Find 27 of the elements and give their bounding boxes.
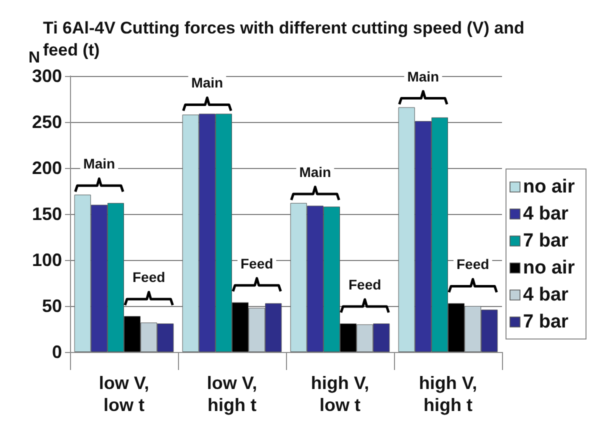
legend-label: no air	[523, 258, 576, 278]
legend-label: no air	[523, 176, 576, 198]
annotation: Feed	[348, 276, 382, 292]
legend-label: 7 bar	[523, 312, 570, 332]
legend-label: 4 bar	[523, 204, 570, 224]
annotation: Main	[83, 156, 116, 172]
annotation: Main	[299, 164, 332, 180]
x-tick-label: high V, high t	[418, 373, 478, 415]
annotation: Main	[407, 68, 440, 84]
annotation: Feed	[240, 255, 274, 272]
x-tick-label: high V, low t	[310, 373, 370, 415]
x-tick-label: low V, low t	[98, 373, 150, 415]
y-tick-label: 250	[32, 112, 62, 132]
legend-label: 4 bar	[523, 284, 570, 306]
y-tick-label: 150	[32, 204, 62, 224]
y-axis-title: N	[28, 50, 40, 66]
annotation: Feed	[456, 256, 490, 272]
annotation: Feed	[132, 269, 166, 286]
y-tick-label: 50	[42, 296, 62, 316]
y-tick-label: 0	[52, 342, 62, 362]
chart-title: Ti 6Al-4V Cutting forces with different cutting speed (V) and feed (t)	[43, 18, 530, 60]
x-tick-label: low V, high t	[206, 373, 258, 415]
y-tick-label: 100	[32, 250, 62, 270]
legend-label: 7 bar	[523, 230, 570, 252]
annotation: Main	[191, 74, 224, 91]
y-tick-label: 300	[32, 66, 62, 86]
y-tick-label: 200	[32, 158, 62, 178]
